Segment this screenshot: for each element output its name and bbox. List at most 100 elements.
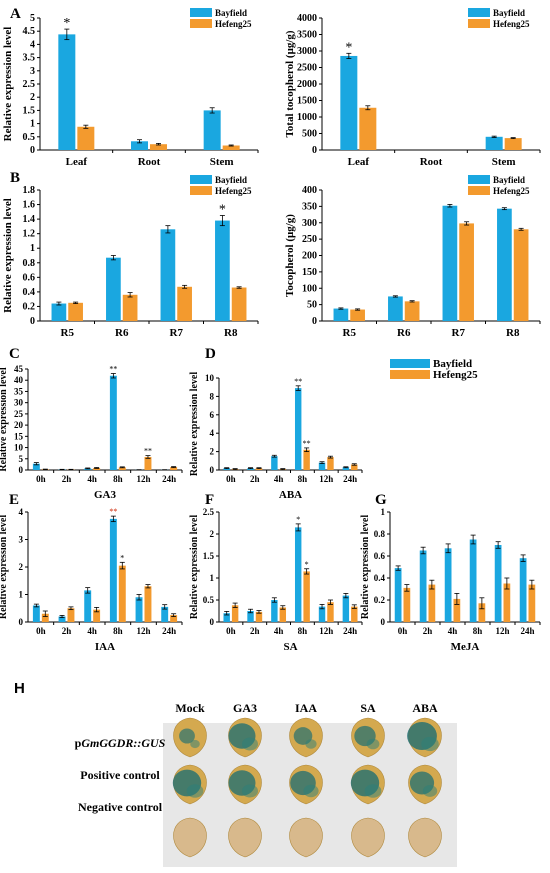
y-tick-label: 4.5 xyxy=(23,26,36,37)
x-tick-label: 12h xyxy=(136,474,150,484)
bar-bayfield xyxy=(32,463,40,470)
panel-letter: A xyxy=(10,6,21,22)
y-tick-label: 0.2 xyxy=(23,301,36,312)
y-tick-label: 2000 xyxy=(297,79,317,90)
bar-hefeng25 xyxy=(231,605,239,622)
bar-bayfield xyxy=(215,220,230,321)
bar-bayfield xyxy=(318,606,326,622)
bar-hefeng25 xyxy=(150,144,167,150)
y-tick-label: 4 xyxy=(30,39,35,50)
bar-hefeng25 xyxy=(170,467,178,470)
bar-hefeng25 xyxy=(359,107,377,150)
bar-bayfield xyxy=(161,606,169,622)
y-axis-label: Relative expression level xyxy=(189,515,200,619)
panel-letter: H xyxy=(14,680,25,697)
y-axis-label: Relative expression level xyxy=(189,372,200,476)
significance-marker: ** xyxy=(303,439,311,448)
leaf-iaa xyxy=(289,817,323,858)
x-tick-label: R7 xyxy=(452,327,466,339)
x-axis-label: SA xyxy=(283,641,297,653)
y-tick-label: 300 xyxy=(302,218,317,229)
bar-bayfield xyxy=(223,468,230,470)
x-tick-label: 0h xyxy=(36,474,46,484)
bar-bayfield xyxy=(271,600,278,622)
bar-bayfield xyxy=(333,308,349,321)
legend-swatch xyxy=(190,175,212,184)
x-tick-label: 2h xyxy=(250,626,260,636)
bar-bayfield xyxy=(318,462,326,470)
x-tick-label: 12h xyxy=(495,626,509,636)
gus-stain xyxy=(190,739,200,749)
x-tick-label: 12h xyxy=(319,626,333,636)
bar-hefeng25 xyxy=(118,565,126,622)
gus-stain xyxy=(186,784,204,798)
panel-letter: B xyxy=(10,170,20,186)
x-tick-label: 24h xyxy=(343,626,357,636)
bar-bayfield xyxy=(109,375,117,470)
y-tick-label: 3 xyxy=(30,66,35,77)
chart-e: E 0 1 2 3 4 Relative expression level 0h 2h 4h 8h 1… xyxy=(0,492,183,653)
bar-bayfield xyxy=(58,34,76,151)
bar-hefeng25 xyxy=(41,613,49,622)
y-tick-label: 6 xyxy=(210,410,215,420)
leaf-aba xyxy=(407,717,442,758)
y-tick-label: 1 xyxy=(30,119,35,130)
y-tick-label: 200 xyxy=(302,251,317,262)
column-label: GA3 xyxy=(233,701,257,715)
x-tick-label: 12h xyxy=(319,474,333,484)
x-tick-label: 2h xyxy=(423,626,433,636)
bar-bayfield xyxy=(223,613,230,622)
bar-bayfield xyxy=(247,468,254,470)
y-tick-label: 10 xyxy=(205,373,215,383)
y-tick-label: 2500 xyxy=(297,63,317,74)
y-tick-label: 0 xyxy=(210,465,215,475)
y-tick-label: 4 xyxy=(19,507,24,517)
y-tick-label: 8 xyxy=(210,391,215,401)
y-tick-label: 2 xyxy=(30,92,35,103)
x-tick-label: 4h xyxy=(448,626,458,636)
legend-swatch xyxy=(190,186,212,195)
bar-hefeng25 xyxy=(404,301,420,321)
leaf-mock xyxy=(172,764,207,805)
bar-bayfield xyxy=(342,467,350,470)
row-label: Positive control xyxy=(80,768,160,782)
x-tick-label: Leaf xyxy=(66,156,88,168)
y-tick-label: 1 xyxy=(19,590,24,600)
y-tick-label: 50 xyxy=(307,300,317,311)
row-label: Negative control xyxy=(78,800,163,814)
y-tick-label: 0.8 xyxy=(374,529,386,539)
x-tick-label: 4h xyxy=(274,474,284,484)
bar-bayfield xyxy=(271,456,278,470)
y-axis-label: Total tocopherol (μg/g) xyxy=(284,30,296,137)
gus-stain xyxy=(242,737,258,751)
column-label: SA xyxy=(360,701,376,715)
legend-swatch xyxy=(468,19,490,28)
y-tick-label: 1000 xyxy=(297,112,317,123)
bar-hefeng25 xyxy=(122,294,138,321)
leaf-ga3 xyxy=(228,717,262,758)
leaf-shape xyxy=(408,817,442,858)
y-tick-label: 0 xyxy=(312,316,317,327)
y-axis-label: Relative expression level xyxy=(2,198,14,313)
y-tick-label: 0.8 xyxy=(23,258,36,269)
y-tick-label: 2.5 xyxy=(23,79,36,90)
y-axis-label: Relative expression level xyxy=(2,27,14,142)
y-tick-label: 500 xyxy=(302,129,317,140)
y-axis-label: Relative expression level xyxy=(0,515,9,619)
y-tick-label: 0 xyxy=(381,617,386,627)
gus-stain xyxy=(364,784,382,798)
y-tick-label: 0.5 xyxy=(203,595,215,605)
bar-hefeng25 xyxy=(350,309,365,321)
bar-hefeng25 xyxy=(67,608,75,622)
x-tick-label: Leaf xyxy=(348,156,370,168)
bar-hefeng25 xyxy=(177,286,192,321)
bar-bayfield xyxy=(340,55,358,151)
row-label: pGmGGDR::GUS xyxy=(75,736,166,750)
x-tick-label: 8h xyxy=(473,626,483,636)
bar-hefeng25 xyxy=(144,456,152,470)
bar-bayfield xyxy=(519,558,527,622)
x-tick-label: R7 xyxy=(170,327,184,339)
